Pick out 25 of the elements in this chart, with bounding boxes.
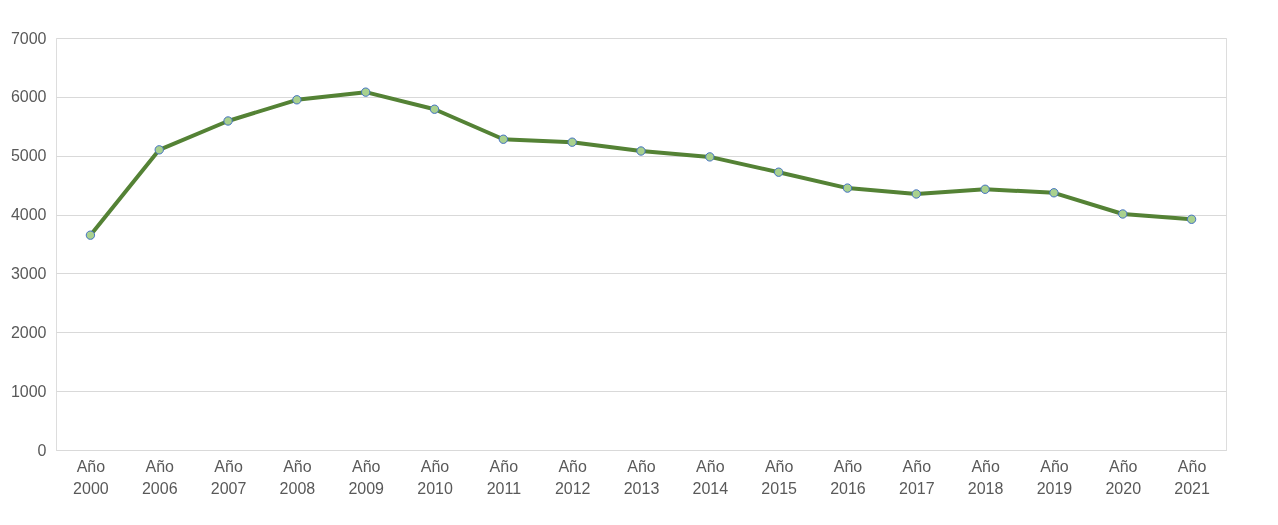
y-tick-label: 3000 — [10, 264, 47, 282]
x-tick-label: Año 2007 — [210, 457, 247, 497]
x-tick-label: Año 2012 — [554, 457, 591, 497]
x-tick-label: Año 2010 — [417, 457, 453, 497]
x-tick-label: Año 2020 — [1105, 457, 1142, 497]
x-tick-label: Año 2017 — [899, 457, 935, 497]
y-tick-label: 5000 — [10, 147, 47, 165]
y-tick-label: 0 — [37, 441, 47, 459]
y-tick-label: 4000 — [10, 206, 47, 224]
x-tick-label: Año 2019 — [1036, 457, 1073, 497]
x-tick-label: Año 2008 — [279, 457, 316, 497]
x-tick-label: Año 2015 — [761, 457, 798, 497]
x-tick-label: Año 2021 — [1174, 457, 1210, 497]
x-tick-label: Año 2013 — [623, 457, 660, 497]
x-tick-label: Año 2000 — [73, 457, 109, 497]
x-tick-label: Año 2009 — [348, 457, 385, 497]
y-tick-label: 7000 — [10, 29, 47, 47]
x-tick-label: Año 2018 — [967, 457, 1004, 497]
x-tick-label: Año 2011 — [486, 457, 522, 497]
y-tick-label: 6000 — [10, 88, 47, 106]
x-tick-label: Año 2014 — [692, 457, 729, 497]
y-tick-label: 2000 — [10, 323, 47, 341]
x-tick-label: Año 2016 — [830, 457, 866, 497]
y-tick-label: 1000 — [10, 382, 47, 400]
x-tick-label: Año 2006 — [141, 457, 178, 497]
